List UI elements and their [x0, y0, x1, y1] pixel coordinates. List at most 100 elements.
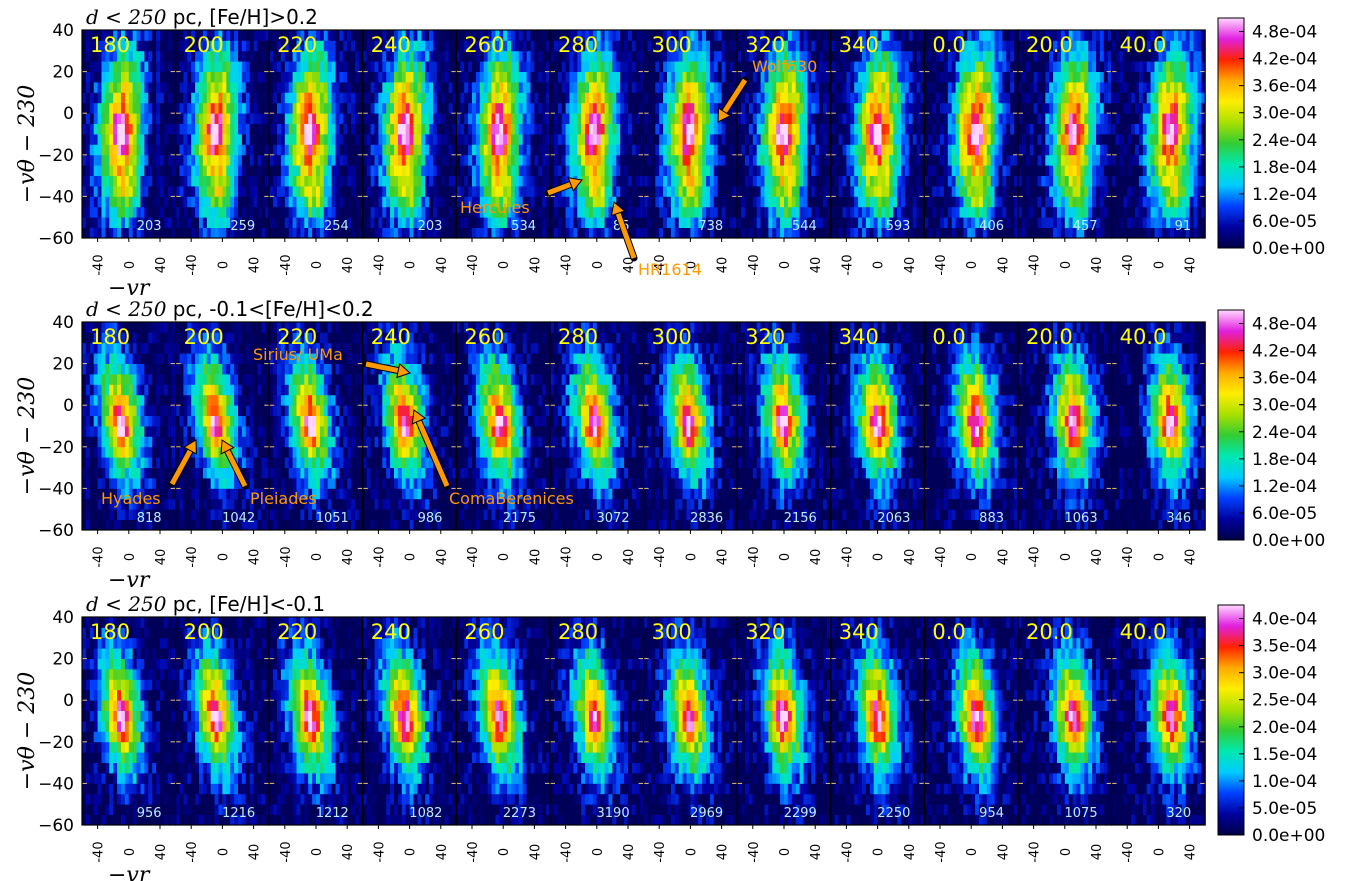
x-tick-label: 0	[216, 553, 231, 561]
annotation-label: Wolf630	[752, 57, 817, 76]
x-tick-label: 0	[872, 261, 887, 269]
colorbar-tick-label: 1.5e-04	[1252, 745, 1317, 765]
panel-count-label: 254	[324, 219, 349, 234]
panel-count-label: 1216	[222, 806, 255, 821]
annotation-hr1614: HR1614	[610, 201, 702, 279]
annotation-arrowhead	[220, 439, 235, 455]
x-tick-label: -40	[840, 841, 855, 862]
panel-angle-label: 260	[464, 325, 504, 349]
x-tick-label: -40	[372, 546, 387, 567]
x-tick-label: 40	[1184, 257, 1199, 274]
colorbar-tick-label: 6.0e-05	[1252, 212, 1317, 232]
colorbar-gradient	[1217, 17, 1245, 249]
panel-count-label: 91	[1175, 219, 1192, 234]
colorbar-tick-label: 4.8e-04	[1252, 315, 1317, 335]
x-tick-label: 40	[996, 549, 1011, 566]
colorbar-tick-label: 4.2e-04	[1252, 342, 1317, 362]
heatmap-cells	[830, 322, 925, 530]
heatmap-cells	[643, 617, 738, 825]
x-tick-label: 0	[497, 848, 512, 856]
panel-40.0: 40.0 320 -40 0 40	[1110, 616, 1206, 863]
x-tick-label: 0	[1152, 848, 1167, 856]
heatmap-cells	[82, 617, 176, 825]
y-axis-label: −vθ − 230	[15, 672, 40, 791]
annotation-arrow	[169, 449, 193, 486]
heatmap-cells	[924, 617, 1019, 825]
heatmap-cells	[737, 30, 831, 238]
colorbar: 4.8e-04 4.2e-04 3.6e-04 3.0e-04 2.4e-04 1.8e-…	[1217, 309, 1325, 551]
x-tick-label: -40	[185, 546, 200, 567]
x-tick-label: 40	[341, 844, 356, 861]
panel-angle-label: 220	[277, 325, 317, 349]
x-tick-label: 40	[435, 257, 450, 274]
x-axis-label: −vr	[108, 568, 151, 593]
panel-20.0: 20.0 1063 -40 0 40	[1017, 321, 1113, 568]
panel-angle-label: 20.0	[1026, 620, 1073, 644]
panel-count-label: 986	[418, 511, 443, 526]
annotation-arrow	[416, 420, 450, 487]
colorbar-tick-label: 2.4e-04	[1252, 131, 1317, 151]
x-tick-label: 40	[1090, 549, 1105, 566]
panel-count-label: 1051	[316, 511, 349, 526]
colorbar-tick-label: 4.8e-04	[1252, 23, 1317, 43]
panel-count-label: 1042	[222, 511, 255, 526]
colorbar-tick-label: 1.2e-04	[1252, 477, 1317, 497]
x-tick-label: 0	[778, 848, 793, 856]
annotation-label: ComaBerenices	[449, 489, 574, 508]
x-tick-label: 0	[310, 848, 325, 856]
heatmap-cells	[362, 322, 457, 530]
panel-angle-label: 300	[652, 325, 692, 349]
heatmap-cells	[737, 322, 831, 530]
annotation-label: HR1614	[638, 260, 702, 279]
colorbar-tick-label: 5.0e-05	[1252, 799, 1317, 819]
panel-count-label: 2969	[690, 806, 723, 821]
heatmap-cells	[269, 617, 363, 825]
x-tick-label: 0	[123, 553, 138, 561]
panel-angle-label: 200	[184, 620, 224, 644]
x-tick-label: 0	[591, 553, 606, 561]
panel-count-label: 203	[418, 219, 443, 234]
colorbar-tick-label: 3.0e-04	[1252, 104, 1317, 124]
x-tick-label: 40	[716, 844, 731, 861]
panel-count-label: 2273	[503, 806, 536, 821]
panel-count-label: 2299	[784, 806, 817, 821]
panel-angle-label: 320	[745, 33, 785, 57]
x-tick-label: 0	[497, 553, 512, 561]
heatmap-cells	[1111, 322, 1206, 530]
panel-count-label: 3190	[597, 806, 630, 821]
panel-count-label: 1082	[409, 806, 442, 821]
panel-angle-label: 20.0	[1026, 33, 1073, 57]
x-tick-label: -40	[279, 254, 294, 275]
chart-title-rest: pc, [Fe/H]>0.2	[166, 5, 317, 29]
colorbar-tick-label: 1.8e-04	[1252, 450, 1317, 470]
panel-angle-label: 180	[90, 620, 130, 644]
x-tick-label: 40	[528, 549, 543, 566]
x-tick-label: -40	[747, 841, 762, 862]
x-tick-label: -40	[466, 841, 481, 862]
colorbar: 4.8e-04 4.2e-04 3.6e-04 3.0e-04 2.4e-04 1.8e-…	[1217, 17, 1325, 259]
heatmap-cells	[362, 30, 457, 238]
chart-title-math: d < 250	[86, 297, 167, 321]
panel-count-label: 3072	[597, 511, 630, 526]
panel-angle-label: 340	[839, 33, 879, 57]
x-tick-label: 40	[248, 257, 263, 274]
y-tick-label: 40	[52, 608, 74, 628]
x-tick-label: 40	[716, 549, 731, 566]
x-tick-label: 0	[965, 553, 980, 561]
y-tick-label: 40	[52, 313, 74, 333]
heatmap-cells	[737, 617, 831, 825]
x-tick-label: 40	[622, 549, 637, 566]
panel-220: 220 1051 -40 0 40	[268, 321, 364, 568]
panel-angle-label: 300	[652, 620, 692, 644]
colorbar-tick-label: 2.5e-04	[1252, 691, 1317, 711]
panel-180: 180 956 -40 0 40	[81, 616, 177, 863]
panel-count-label: 2063	[877, 511, 910, 526]
panel-320: 320 2299 -40 0 40	[736, 616, 832, 863]
panel-count-label: 457	[1073, 219, 1098, 234]
x-tick-label: 0	[216, 261, 231, 269]
x-tick-label: 0	[1059, 261, 1074, 269]
x-tick-label: 0	[216, 848, 231, 856]
x-tick-label: 0	[684, 553, 699, 561]
annotation-label: Hercules	[460, 198, 530, 217]
